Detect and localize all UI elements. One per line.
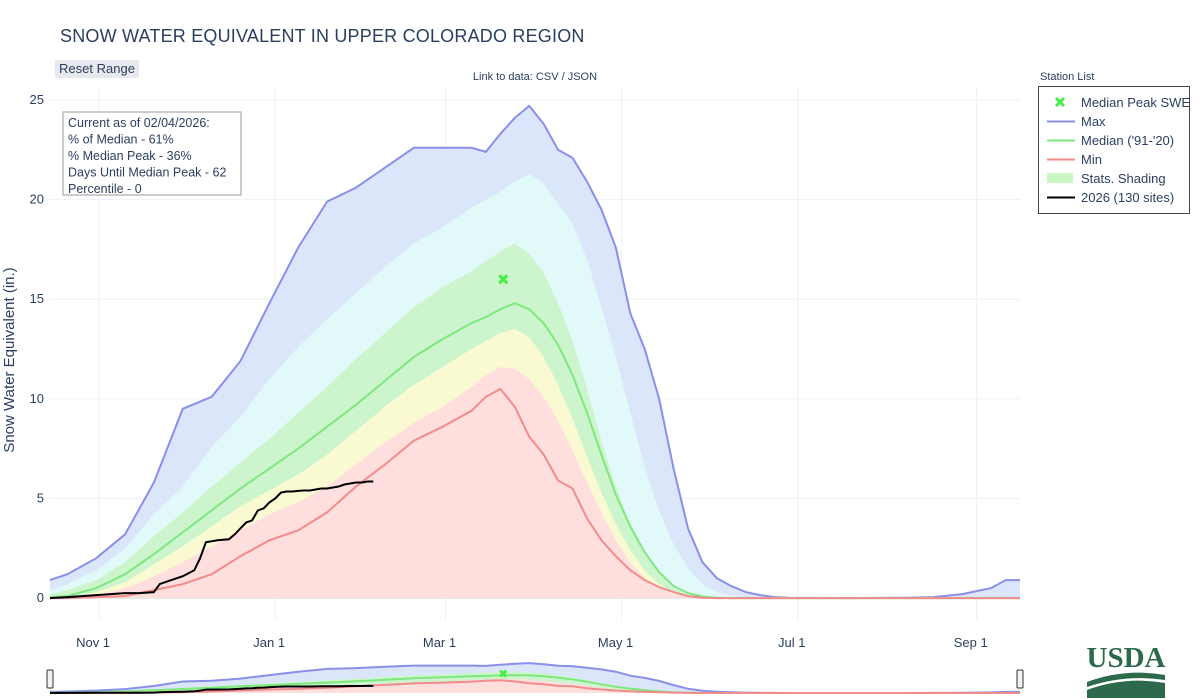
legend-item-median-peak-swe[interactable]: Median Peak SWE	[1039, 93, 1191, 112]
legend-label: Max	[1081, 114, 1106, 129]
range-slider-right-handle[interactable]	[1016, 669, 1024, 689]
y-tick-label: 25	[30, 92, 44, 107]
y-tick-label: 5	[37, 490, 44, 505]
legend-item-min[interactable]: Min	[1039, 150, 1189, 169]
min-line	[50, 387, 1020, 600]
legend-label: Median Peak SWE	[1081, 95, 1191, 110]
legend-label: Min	[1081, 152, 1102, 167]
median-peak-markers	[498, 274, 509, 285]
legend-symbol	[1047, 158, 1075, 161]
y-tick-label: 0	[37, 590, 44, 605]
usda-logo: USDA	[1087, 642, 1166, 698]
station-list-link[interactable]: Station List	[1040, 71, 1095, 83]
info-line1: Current as of 02/04/2026:	[68, 116, 210, 130]
legend-label: Stats. Shading	[1081, 171, 1166, 186]
legend-item-median-91-20[interactable]: Median ('91-'20)	[1039, 131, 1189, 150]
x-tick-label: Nov 1	[76, 635, 110, 650]
legend-label: 2026 (130 sites)	[1081, 190, 1175, 205]
range-slider-min-line	[50, 679, 1020, 694]
y-tick-label: 10	[30, 391, 44, 406]
legend: Median Peak SWE Max Median ('91-'20) Min Sta…	[1038, 86, 1190, 214]
legend-label: Median ('91-'20)	[1081, 133, 1175, 148]
data-link-prefix: Link to data:	[472, 71, 536, 83]
range-slider-current-line	[49, 684, 374, 694]
legend-symbol	[1054, 96, 1066, 108]
current-year-line	[49, 480, 374, 600]
page-title: SNOW WATER EQUIVALENT IN UPPER COLORADO …	[60, 26, 585, 46]
legend-item-max[interactable]: Max	[1039, 112, 1189, 131]
y-axis-title: Snow Water Equivalent (in.)	[1, 267, 18, 452]
range-slider-left-handle[interactable]	[46, 669, 54, 689]
series-lines	[49, 104, 1020, 600]
x-tick-label: Mar 1	[423, 635, 456, 650]
info-line3: % Median Peak - 36%	[68, 149, 192, 163]
info-line5: Percentile - 0	[68, 182, 142, 196]
info-line2: % of Median - 61%	[68, 133, 174, 147]
legend-item-stats-shading[interactable]: Stats. Shading	[1039, 169, 1189, 188]
legend-item-2026-130-sites[interactable]: 2026 (130 sites)	[1039, 188, 1189, 207]
info-box: Current as of 02/04/2026: % of Median - 6…	[62, 111, 242, 196]
data-links: Link to data: CSV / JSON	[0, 71, 1070, 83]
legend-symbol	[1047, 120, 1075, 123]
json-link[interactable]: JSON	[567, 71, 598, 83]
legend-symbol	[1047, 173, 1073, 183]
range-slider-peak-marker	[499, 669, 508, 678]
x-tick-label: May 1	[598, 635, 633, 650]
x-tick-label: Jul 1	[778, 635, 805, 650]
info-line4: Days Until Median Peak - 62	[68, 166, 226, 180]
legend-symbol	[1047, 196, 1075, 199]
y-tick-label: 20	[30, 192, 44, 207]
legend-symbol	[1047, 139, 1075, 142]
axes: 0 5 10 15 20 25 Nov 1 Jan 1 Mar 1 May 1 Jul 1 Sep 1	[30, 92, 988, 650]
csv-link[interactable]: CSV	[535, 71, 559, 83]
info-box-frame	[62, 111, 242, 196]
median-peak-marker	[498, 274, 509, 285]
x-tick-label: Sep 1	[954, 635, 988, 650]
usda-logo-text: USDA	[1087, 642, 1166, 674]
x-tick-label: Jan 1	[253, 635, 285, 650]
link-separator: /	[558, 71, 568, 83]
reset-range-button[interactable]: Reset Range	[55, 60, 139, 78]
band-pctl-10	[50, 367, 1020, 599]
range-slider[interactable]	[46, 662, 1024, 694]
y-tick-label: 15	[30, 291, 44, 306]
